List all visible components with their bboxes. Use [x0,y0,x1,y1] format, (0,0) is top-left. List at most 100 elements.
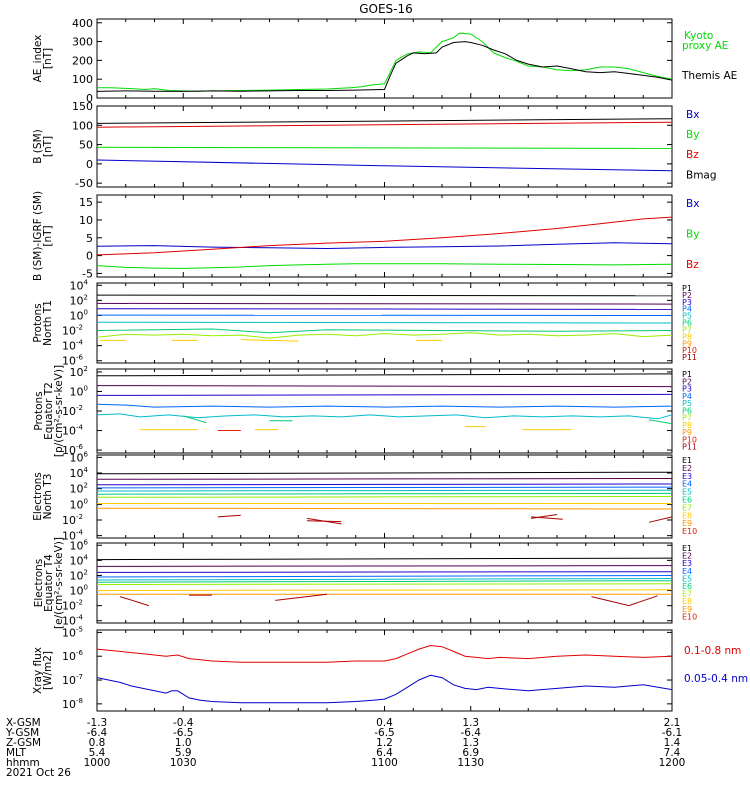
y-tick-exponent: -4 [76,529,84,537]
y-tick-label: 0 [86,92,93,105]
series-group [97,471,672,525]
legend-item: By [686,129,699,141]
y-tick-exponent: 6 [84,538,89,546]
y-tick-exponent: 2 [84,365,88,373]
y-tick-label: 5 [86,232,93,245]
legend-item: E7 [682,590,692,599]
legend-item: E10 [682,527,697,536]
x-tick-value: 1.3 [462,717,479,729]
y-tick-label: 300 [72,36,93,49]
y-tick-label: 100 [70,497,88,511]
y-tick-exponent: 0 [84,497,88,505]
y-axis-label: [nT] [42,225,54,246]
series-line-by [97,146,672,149]
x-tick-value: 2.1 [664,717,681,729]
series-line-e7 [97,496,672,498]
series-line-e7 [97,583,672,585]
legend-item: P6 [682,406,692,415]
series-line-p2 [97,302,672,305]
x-row-label: hhmm [6,757,40,769]
series-line-by [97,263,672,269]
series-line-e10 [217,514,241,518]
legend-item: P1 [682,370,692,379]
legend-item: Themis AE [681,70,737,82]
series-line-p8 [240,339,299,342]
y-tick-label: 0 [86,250,93,263]
legend-item: Bx [686,109,699,121]
x-tick-value: 1130 [457,757,484,769]
legend-item: P5 [682,312,692,321]
y-tick-label: 10-4 [62,424,84,438]
legend-item: 0.05-0.4 nm [684,673,748,685]
panel-frame [96,368,673,454]
y-tick-exponent: 0 [84,384,88,392]
x-tick-value: -6.4 [87,727,108,739]
legend-item: 0.1-0.8 nm [684,645,741,657]
legend-item: E4 [682,567,692,576]
legend-item: P3 [682,385,692,394]
legend-item: P4 [682,392,692,401]
y-axis-label: [e/(cm²-s-sr-keV)] [53,537,65,629]
series-line-e3 [97,571,672,573]
legend-item: P7 [682,325,692,334]
legend-item: E5 [682,488,692,497]
series-group [97,644,672,704]
y-tick-label: 200 [72,54,93,67]
y-axis-label: Xray flux [32,647,44,694]
legend-item: P8 [682,332,692,341]
y-tick-label: 10 [79,214,93,227]
legend-item: P9 [682,428,692,437]
y-tick-exponent: -6 [76,649,84,657]
legend-item: P5 [682,399,692,408]
legend-item: Bz [686,149,699,161]
series-line-e4 [97,486,672,489]
y-tick-label: 100 [72,73,93,86]
legend-item: P9 [682,339,692,348]
legend-item: Bz [686,259,699,271]
y-tick-label: 10-7 [62,673,83,687]
y-tick-exponent: 2 [84,482,88,490]
series-line-p3 [97,393,672,396]
y-tick-label: 100 [70,384,88,398]
legend: Bx By Bz Bmag [686,109,717,181]
x-row-label: MLT [6,747,26,759]
series-line-e2 [97,478,672,480]
x-tick-value: 1100 [371,757,398,769]
x-tick-value: -6.1 [662,727,683,739]
legend-item: P10 [682,346,697,355]
series-line-themis-ae [97,41,672,92]
y-tick-exponent: -2 [76,404,83,412]
series-group [97,294,672,342]
legend-item: P2 [682,291,692,300]
series-line-bz [97,216,672,256]
legend-item: E3 [682,559,692,568]
y-tick-exponent: 2 [84,293,88,301]
y-tick-label: 10-2 [62,324,83,338]
y-axis-label: Equator T2 [43,382,55,440]
series-line-p1 [97,294,672,297]
y-tick-exponent: -2 [76,599,83,607]
panel-bigrf: -5 0 5 10 15 B (SM)-IGRF (SM)[nT] Bx By Bz [32,191,699,281]
y-tick-label: 102 [70,293,88,307]
x-tick-value: 7.4 [664,747,681,759]
y-tick-label: 106 [70,450,89,464]
series-line-e6 [97,580,672,583]
series-line-e10 [648,516,672,523]
y-tick-exponent: 4 [84,466,89,474]
legend-item: proxy AE [682,40,728,52]
y-axis-label: North T1 [42,300,54,346]
x-tick-value: 1.3 [462,737,479,749]
series-line-e2 [97,565,672,567]
y-tick-exponent: 6 [84,450,89,458]
y-axis-label: B (SM)-IGRF (SM) [32,191,44,281]
y-tick-label: 10-5 [62,625,83,639]
x-tick-value: 1030 [170,757,197,769]
y-tick-exponent: -2 [76,324,83,332]
series-line-e10 [275,593,328,601]
x-tick-value: 0.4 [376,717,393,729]
y-tick-exponent: -4 [76,424,84,432]
